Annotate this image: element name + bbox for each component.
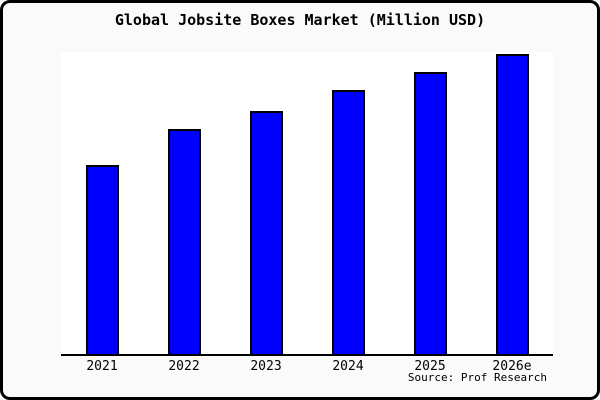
bar-2023 xyxy=(249,111,283,354)
x-tick-label-2022: 2022 xyxy=(168,359,200,374)
x-tick-label-2023: 2023 xyxy=(250,359,282,374)
plot-area xyxy=(61,52,553,356)
bar-2022 xyxy=(167,129,201,354)
x-axis-labels: 2021 2022 2023 2024 2025 2026e xyxy=(61,359,553,374)
x-tick-label-2024: 2024 xyxy=(332,359,364,374)
bar-2021 xyxy=(85,165,119,354)
chart-title: Global Jobsite Boxes Market (Million USD… xyxy=(114,11,486,29)
bar-2024 xyxy=(331,90,365,354)
x-tick-label-2021: 2021 xyxy=(86,359,118,374)
source-caption: Source: Prof Research xyxy=(407,371,547,384)
bar-2026e xyxy=(495,54,529,354)
x-tick-label-2025: 2025 xyxy=(414,359,446,374)
bar-2025 xyxy=(413,72,447,354)
x-tick-label-2026e: 2026e xyxy=(492,359,532,374)
